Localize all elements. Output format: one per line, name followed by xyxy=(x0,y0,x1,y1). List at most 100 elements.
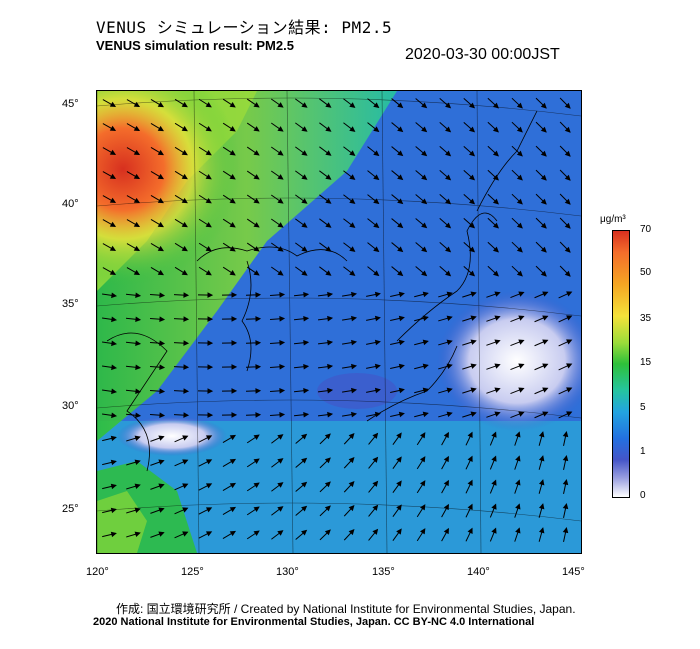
lat-label-35: 35° xyxy=(62,298,79,310)
lat-label-40: 40° xyxy=(62,198,79,210)
wind-arrow-head xyxy=(494,387,501,393)
wind-arrow-head xyxy=(396,504,402,511)
wind-arrow-head xyxy=(303,387,310,394)
wind-arrow-head xyxy=(157,245,164,252)
wind-arrow-head xyxy=(468,150,476,157)
pm25-map[interactable] xyxy=(96,90,582,554)
wind-arrow-head xyxy=(470,411,477,417)
wind-arrow-head xyxy=(518,387,525,393)
wind-arrow-head xyxy=(301,102,308,108)
wind-arrow-head xyxy=(422,291,429,298)
wind-arrow-head xyxy=(492,174,499,181)
wind-arrow-head xyxy=(157,101,164,108)
wind-arrow-head xyxy=(348,481,355,488)
wind-arrow-head xyxy=(443,431,449,439)
wind-arrow-head xyxy=(231,292,238,298)
wind-arrow-head xyxy=(372,528,379,535)
wind-arrow-head xyxy=(253,530,260,536)
copyright-line: 2020 National Institute for Environmenta… xyxy=(93,616,535,628)
wind-arrow-head xyxy=(253,126,260,132)
wind-arrow-head xyxy=(229,126,236,132)
wind-arrow-head xyxy=(301,246,308,252)
wind-arrow-head xyxy=(349,102,356,108)
wind-arrow-head xyxy=(109,245,117,251)
wind-arrow-head xyxy=(253,506,260,512)
wind-arrow-head xyxy=(445,174,452,181)
wind-arrow-head xyxy=(398,339,405,346)
wind-arrow-head xyxy=(253,222,260,228)
wind-arrow-head xyxy=(468,174,476,181)
wind-arrow-head xyxy=(373,174,380,181)
valid-time: 2020-03-30 00:00JST xyxy=(405,46,560,63)
wind-arrow-head xyxy=(374,363,381,370)
wind-arrow-head xyxy=(157,125,164,132)
wind-arrow-head xyxy=(253,434,260,440)
wind-arrow-head xyxy=(515,527,521,534)
wind-arrow-head xyxy=(494,315,501,321)
wind-arrow-head xyxy=(348,529,355,536)
wind-arrow-head xyxy=(325,102,332,108)
wind-arrow-head xyxy=(516,174,523,181)
wind-arrow-head xyxy=(538,503,545,510)
wind-arrow-head xyxy=(446,411,453,418)
wind-arrow-head xyxy=(397,270,404,277)
wind-arrow-head xyxy=(277,198,284,204)
wind-arrow-head xyxy=(540,126,547,133)
wind-arrow-head xyxy=(157,221,164,228)
wind-arrow-head xyxy=(516,198,523,205)
wind-arrow-head xyxy=(327,291,334,298)
wind-arrow-head xyxy=(373,246,380,253)
lat-label-45: 45° xyxy=(62,98,79,110)
wind-arrow-head xyxy=(109,101,117,107)
wind-arrow-head xyxy=(111,364,118,371)
wind-arrow-head xyxy=(279,340,286,346)
wind-arrow-head xyxy=(515,479,521,486)
wind-arrow-head xyxy=(566,387,573,393)
wind-arrow-head xyxy=(205,125,212,132)
wind-arrow-head xyxy=(183,316,190,322)
wind-arrow-head xyxy=(207,340,214,346)
wind-arrow-head xyxy=(303,291,310,298)
wind-arrow-head xyxy=(133,149,141,156)
colorbar-tick-5: 5 xyxy=(640,402,646,413)
wind-arrow-head xyxy=(467,503,473,510)
wind-arrow-head xyxy=(253,102,260,108)
wind-arrow-head xyxy=(181,125,188,132)
wind-arrow-head xyxy=(516,150,523,157)
wind-arrow-head xyxy=(134,435,141,441)
wind-arrow-head xyxy=(183,388,190,394)
wind-arrow-head xyxy=(205,435,213,441)
wind-arrow-head xyxy=(542,387,549,393)
wind-arrow-head xyxy=(419,456,426,463)
wind-arrow-head xyxy=(351,363,358,370)
wind-arrow-head xyxy=(445,222,452,229)
wind-arrow-head xyxy=(443,455,449,463)
wind-arrow-head xyxy=(324,481,331,488)
wind-arrow-head xyxy=(538,527,545,534)
wind-arrow-head xyxy=(279,388,286,394)
wind-arrow-head xyxy=(398,363,405,370)
wind-arrow-head xyxy=(229,530,237,537)
wind-arrow-head xyxy=(134,507,141,513)
wind-arrow-head xyxy=(349,174,356,180)
wind-arrow-head xyxy=(277,126,284,132)
colorbar-tick-70: 70 xyxy=(640,224,652,235)
wind-arrow-head xyxy=(109,197,117,203)
wind-arrow-head xyxy=(446,315,453,322)
wind-arrow-head xyxy=(229,150,236,156)
wind-arrow-head xyxy=(492,126,499,133)
wind-arrow-head xyxy=(205,173,212,180)
wind-arrow-head xyxy=(277,246,284,252)
wind-arrow-head xyxy=(205,459,213,465)
wind-arrow-head xyxy=(421,198,428,205)
wind-arrow-head xyxy=(229,102,236,108)
wind-arrow-head xyxy=(253,458,260,464)
wind-arrow-head xyxy=(564,270,571,277)
wind-arrow-head xyxy=(419,432,426,439)
wind-arrow-head xyxy=(135,412,142,419)
wind-arrow-head xyxy=(158,459,165,465)
wind-arrow-head xyxy=(327,339,334,346)
wind-arrow-head xyxy=(515,431,521,438)
colorbar xyxy=(612,230,630,498)
wind-arrow-head xyxy=(470,363,477,369)
